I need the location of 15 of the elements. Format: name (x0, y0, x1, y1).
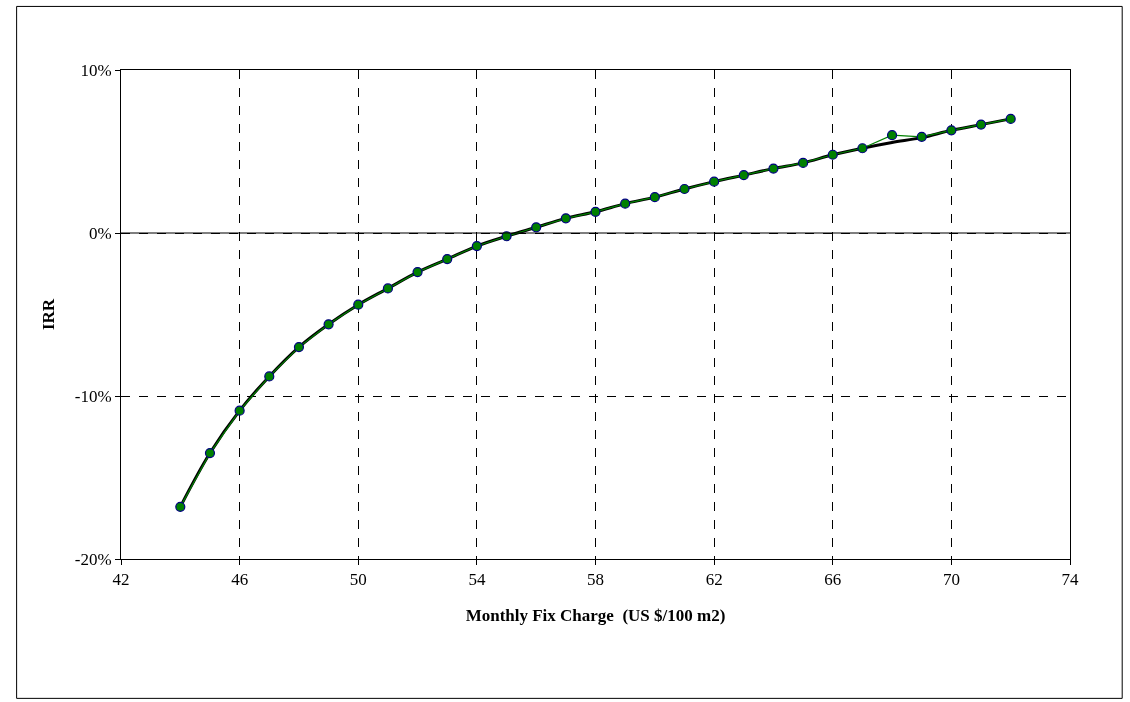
x-tick-label: 46 (231, 570, 249, 590)
x-tick-label: 74 (1061, 570, 1079, 590)
x-axis-title: Monthly Fix Charge (US $/100 m2) (465, 605, 726, 625)
x-tick-label: 42 (112, 570, 130, 590)
y-tick-label: -10% (74, 386, 112, 406)
x-tick-label: 62 (705, 570, 723, 590)
x-tick-label: 50 (349, 570, 367, 590)
y-tick-label: -20% (74, 549, 112, 569)
x-tick-label: 58 (587, 570, 604, 590)
y-tick-label: 10% (80, 60, 112, 80)
x-tick-label: 70 (942, 570, 960, 590)
y-tick-label: 0% (88, 223, 112, 243)
x-tick-label: 54 (468, 570, 486, 590)
y-axis-title: IRR (39, 298, 59, 331)
x-tick-label: 66 (824, 570, 842, 590)
